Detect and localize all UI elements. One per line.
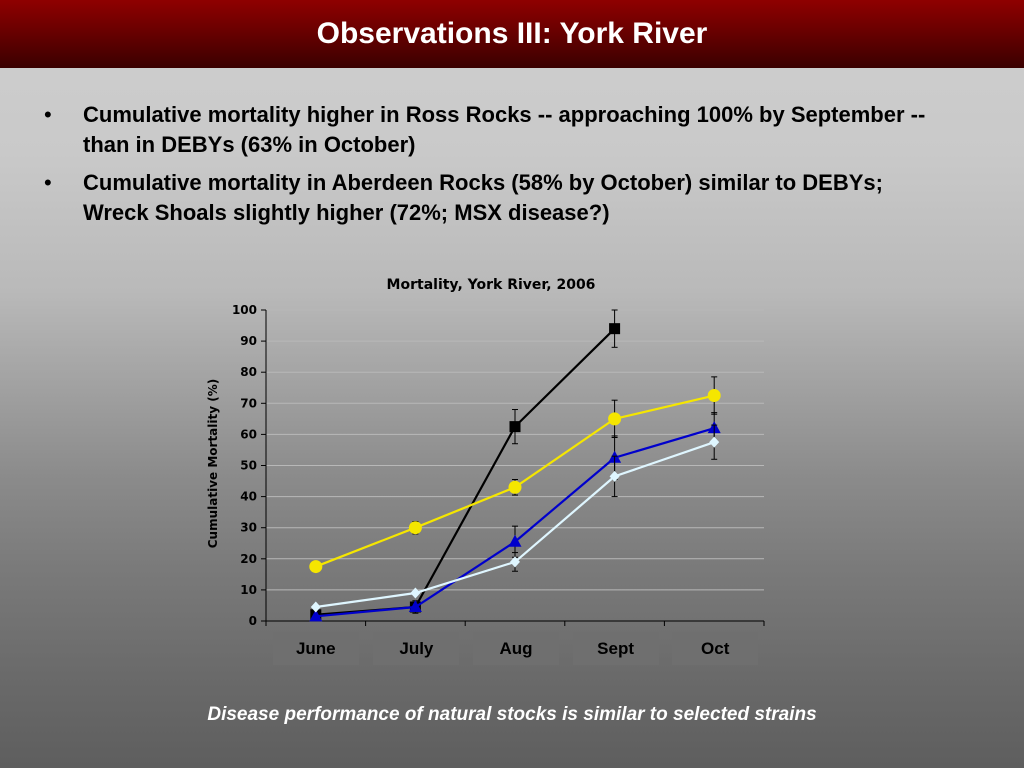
y-tick-label: 40 bbox=[240, 490, 257, 504]
y-tick-label: 0 bbox=[249, 614, 257, 628]
series-line bbox=[315, 327, 616, 616]
x-category-label: Sept bbox=[572, 632, 659, 665]
data-point-diamond bbox=[510, 556, 520, 568]
bullet-item: • Cumulative mortality in Aberdeen Rocks … bbox=[40, 168, 940, 228]
data-point-diamond bbox=[709, 436, 720, 448]
y-axis-label: Cumulative Mortality (%) bbox=[206, 379, 220, 549]
bullet-text: Cumulative mortality higher in Ross Rock… bbox=[83, 102, 926, 157]
bullet-dot-icon: • bbox=[44, 102, 52, 127]
data-point-triangle bbox=[707, 421, 721, 434]
chart-title: Mortality, York River, 2006 bbox=[387, 277, 596, 293]
series-line bbox=[315, 441, 715, 609]
data-point-circle bbox=[508, 480, 522, 494]
x-category-label: June bbox=[272, 632, 359, 665]
data-point-triangle bbox=[408, 600, 422, 613]
y-tick-label: 60 bbox=[240, 427, 257, 441]
data-point-triangle bbox=[309, 609, 323, 622]
y-tick-label: 50 bbox=[240, 459, 257, 473]
bullet-dot-icon: • bbox=[44, 170, 52, 195]
x-category-label: Aug bbox=[473, 632, 559, 665]
series-line bbox=[315, 394, 715, 568]
data-point-square bbox=[409, 601, 421, 613]
y-tick-label: 20 bbox=[240, 552, 257, 566]
y-tick-label: 10 bbox=[240, 583, 257, 597]
y-tick-label: 100 bbox=[232, 303, 257, 317]
data-point-triangle bbox=[608, 450, 622, 463]
title-bar: Observations III: York River bbox=[0, 0, 1024, 68]
y-tick-label: 70 bbox=[240, 396, 257, 410]
series-line bbox=[315, 427, 715, 618]
data-point-diamond bbox=[310, 601, 321, 613]
data-point-circle bbox=[608, 412, 622, 426]
data-point-square bbox=[609, 323, 621, 335]
bullet-item: • Cumulative mortality higher in Ross Roc… bbox=[40, 100, 940, 160]
footer-note: Disease performance of natural stocks is… bbox=[207, 704, 817, 725]
y-tick-label: 80 bbox=[240, 365, 257, 379]
data-point-circle bbox=[408, 521, 422, 535]
data-point-triangle bbox=[508, 534, 522, 547]
bullet-text: Cumulative mortality in Aberdeen Rocks (… bbox=[83, 170, 883, 225]
data-point-circle bbox=[309, 560, 323, 574]
data-point-square bbox=[509, 421, 521, 433]
data-point-diamond bbox=[609, 470, 620, 482]
y-tick-label: 30 bbox=[240, 521, 257, 535]
x-category-label: July bbox=[373, 632, 460, 665]
bullet-list: • Cumulative mortality higher in Ross Roc… bbox=[40, 100, 940, 236]
data-point-square bbox=[310, 609, 322, 621]
x-category-label: Oct bbox=[672, 632, 759, 665]
data-point-diamond bbox=[410, 587, 421, 599]
y-tick-label: 90 bbox=[240, 334, 257, 348]
slide-title: Observations III: York River bbox=[316, 17, 708, 50]
data-point-circle bbox=[707, 389, 721, 403]
